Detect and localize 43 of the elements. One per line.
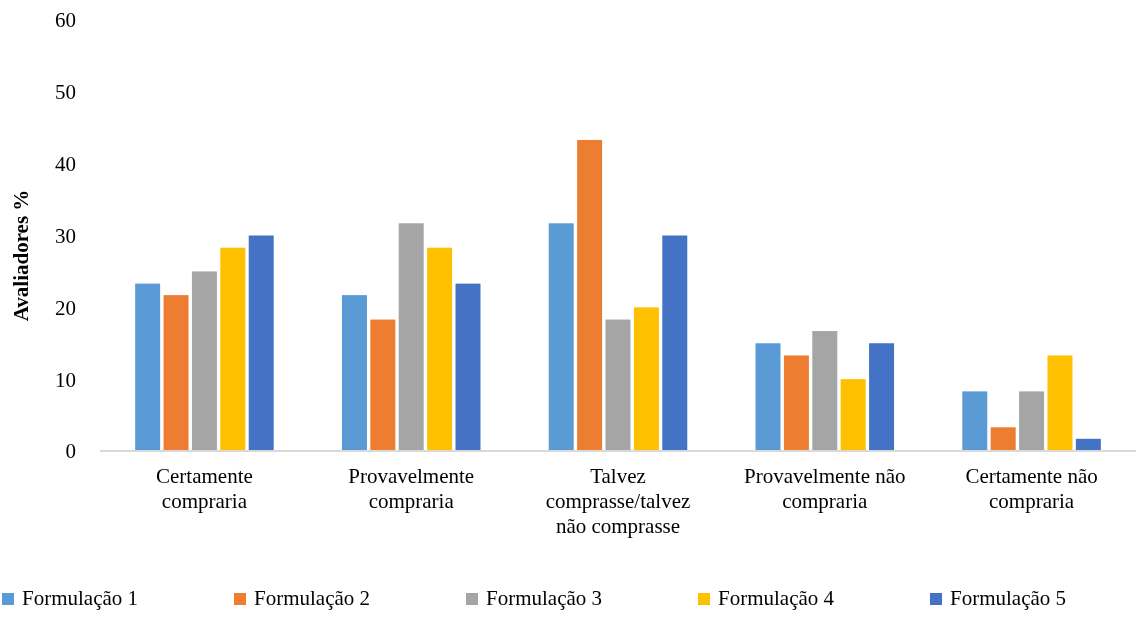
bar [840,379,866,451]
bar [1047,355,1073,451]
bar [135,283,161,451]
bar [370,319,396,451]
bar [163,295,189,451]
bar [633,307,659,451]
bar [191,271,217,451]
bar [1075,438,1101,451]
bar [869,343,895,451]
legend-label: Formulação 3 [486,586,603,610]
legend-label: Formulação 4 [718,586,835,610]
legend-label: Formulação 1 [22,586,139,610]
y-tick-label: 20 [55,295,76,320]
bar [662,235,688,451]
bar [962,391,988,451]
bar [783,355,809,451]
y-tick-label: 30 [55,223,76,248]
x-tick-label: Certamente não compraria [965,464,1098,513]
y-tick-label: 50 [55,80,76,105]
x-tick-label: Certamente compraria [156,464,253,513]
bar [220,247,246,451]
bar [577,139,603,451]
x-tick-label: Provavelmente compraria [348,464,475,513]
y-tick-label: 10 [55,367,76,392]
y-tick-label: 60 [55,8,76,33]
y-tick-label: 0 [65,439,76,464]
bar [398,223,424,451]
legend-label: Formulação 5 [950,586,1067,610]
bar [455,283,481,451]
bar [248,235,274,451]
x-tick-label: Talvez comprasse/talvez não comprasse [545,464,691,538]
y-tick-label: 40 [55,152,76,177]
bar [605,319,631,451]
x-tick-label: Provavelmente não compraria [744,464,906,513]
legend-label: Formulação 2 [254,586,371,610]
bar [341,295,367,451]
bar [755,343,781,451]
bar [427,247,453,451]
bar [812,331,838,451]
bar [548,223,574,451]
bar [990,427,1016,451]
y-axis-title: Avaliadores % [9,189,33,322]
bar [1019,391,1045,451]
